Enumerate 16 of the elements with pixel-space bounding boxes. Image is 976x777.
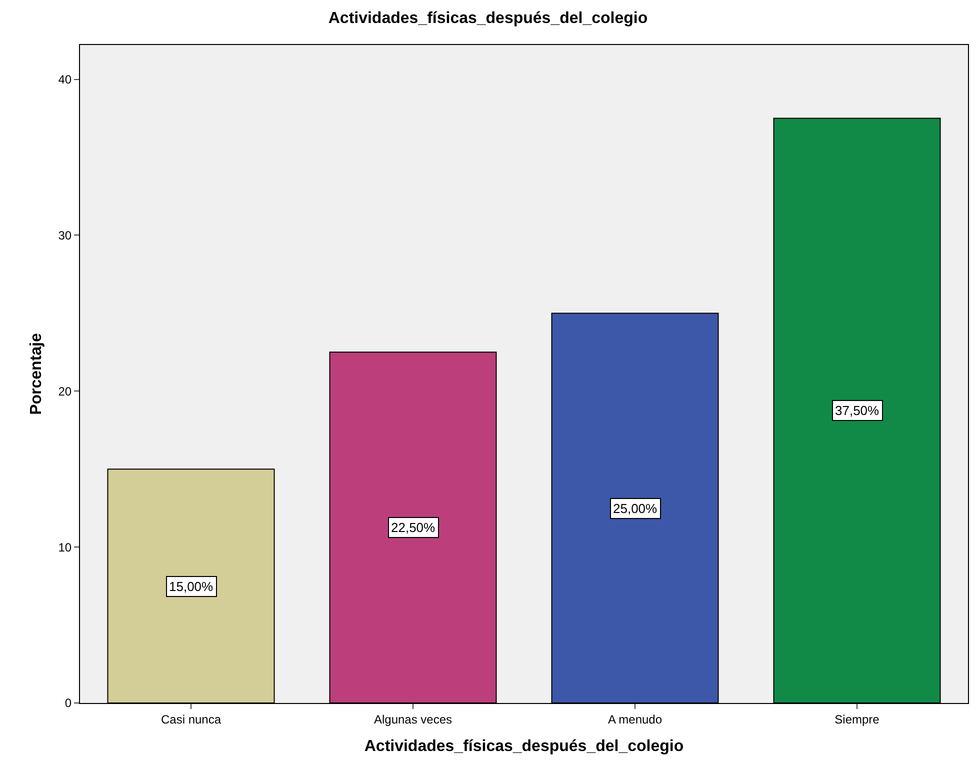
y-tick-label: 10 <box>58 540 72 554</box>
y-axis-title: Porcentaje <box>28 332 46 415</box>
x-tick-label: Siempre <box>834 712 880 726</box>
x-axis-title: Actividades_físicas_después_del_colegio <box>364 738 684 756</box>
x-tick-label: Algunas veces <box>374 712 452 726</box>
data-label: 22,50% <box>391 520 436 535</box>
y-tick-label: 20 <box>58 384 72 398</box>
x-tick-label: A menudo <box>608 712 662 726</box>
chart-title: Actividades_físicas_después_del_colegio <box>328 10 648 27</box>
y-tick-label: 40 <box>58 72 72 86</box>
data-label: 25,00% <box>613 501 658 516</box>
x-tick-label: Casi nunca <box>160 712 222 726</box>
y-tick-label: 30 <box>58 228 72 242</box>
data-label: 37,50% <box>835 403 880 418</box>
data-label: 15,00% <box>169 579 214 594</box>
y-tick-label: 0 <box>64 696 72 710</box>
